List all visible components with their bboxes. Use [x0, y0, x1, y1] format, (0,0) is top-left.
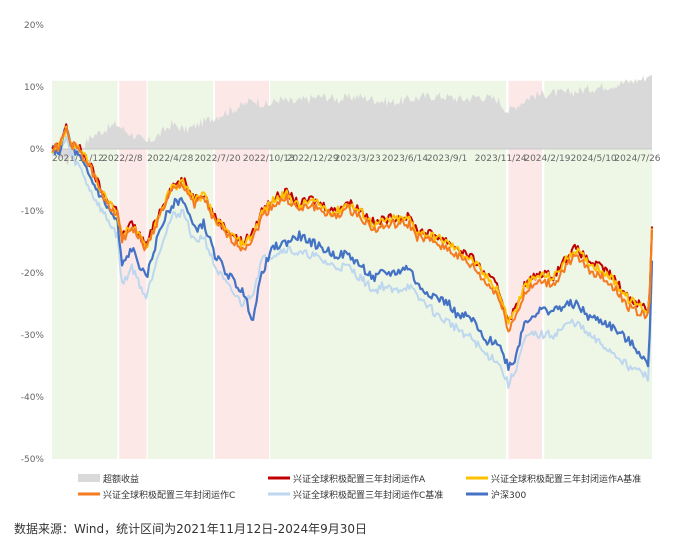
x-tick-label: 2022/2/8 [102, 154, 143, 164]
legend-label: 兴证全球积极配置三年封闭运作A [293, 473, 426, 485]
y-tick-label: -20% [21, 269, 45, 279]
series-line-2 [51, 123, 653, 322]
x-tick-label: 2023/6/14 [382, 154, 428, 164]
series-line-6 [51, 127, 654, 371]
series-area-excess-return [52, 74, 652, 166]
x-tick-label: 2024/5/10 [571, 154, 617, 164]
series-line-4 [51, 127, 653, 333]
series-line-5 [51, 135, 653, 389]
x-tick-label: 2022/7/20 [194, 154, 240, 164]
legend-label: 超额收益 [103, 473, 139, 485]
legend-label: 兴证全球积极配置三年封闭运作C [103, 489, 235, 501]
legend-label: 沪深300 [491, 489, 526, 501]
x-tick-label: 2022/12/29 [287, 154, 339, 164]
source-note: 数据来源：Wind，统计区间为2021年11月12日-2024年9月30日 [14, 522, 368, 536]
x-tick-label: 2021/11/12 [52, 154, 104, 164]
y-tick-label: -40% [21, 393, 45, 403]
y-tick-label: 0% [30, 145, 45, 155]
x-tick-label: 2023/9/1 [427, 154, 467, 164]
x-tick-label: 2022/10/13 [243, 154, 295, 164]
y-tick-label: -30% [21, 331, 45, 341]
y-tick-label: -50% [21, 455, 45, 465]
x-tick-label: 2024/2/19 [524, 154, 570, 164]
legend-swatch [78, 474, 100, 482]
x-tick-label: 2022/4/28 [147, 154, 193, 164]
x-tick-label: 2024/7/26 [614, 154, 660, 164]
y-tick-label: 10% [24, 83, 44, 93]
legend-label: 兴证全球积极配置三年封闭运作C基准 [293, 489, 443, 501]
legend-label: 兴证全球积极配置三年封闭运作A基准 [491, 473, 641, 485]
x-tick-label: 2023/11/24 [475, 154, 527, 164]
y-tick-label: -10% [21, 207, 45, 217]
x-tick-label: 2023/3/23 [335, 154, 381, 164]
y-tick-label: 20% [24, 21, 44, 31]
